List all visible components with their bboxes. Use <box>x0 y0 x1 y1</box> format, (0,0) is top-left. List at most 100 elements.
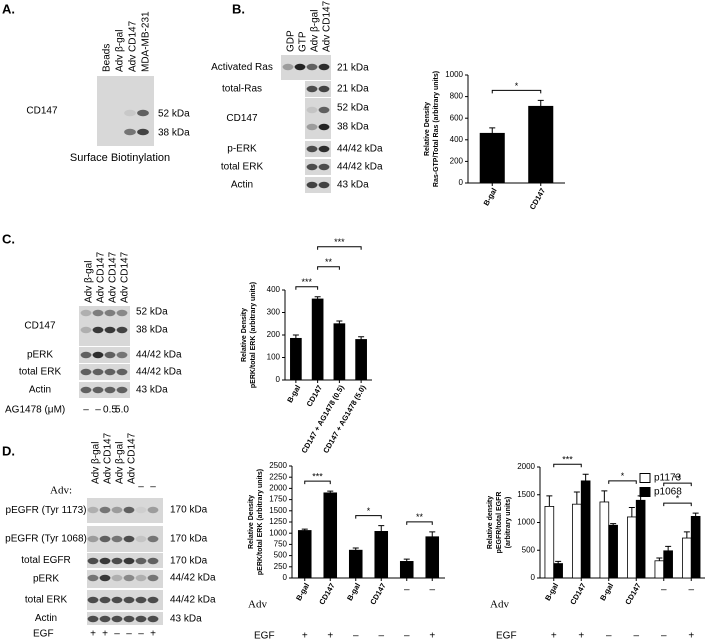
error-bar <box>683 531 690 539</box>
bar <box>355 339 367 381</box>
band <box>318 63 330 71</box>
error-bar <box>352 547 359 551</box>
significance-bracket <box>663 482 692 487</box>
bar <box>425 536 440 579</box>
bar <box>654 560 665 579</box>
error-bar <box>656 557 663 561</box>
legend-swatch <box>639 473 651 483</box>
row-label: total EGFR <box>21 555 70 566</box>
lane-label: Adv CD147 <box>96 251 107 303</box>
y-tick-label: 400 <box>450 135 464 144</box>
lane-label: Beads <box>102 44 113 72</box>
treatment-value: 5.0 <box>115 405 129 416</box>
x-tick-label: B-gal <box>294 581 311 602</box>
band <box>87 535 99 543</box>
band <box>99 574 111 582</box>
band <box>87 596 99 604</box>
y-axis-label: pERK/total ERK (arbitrary units) <box>257 469 264 575</box>
y-tick-label: 400 <box>267 285 281 294</box>
error-bar <box>489 127 496 134</box>
band <box>147 535 159 543</box>
lane-label: Adv CD147 <box>322 0 333 52</box>
y-tick-label: 600 <box>450 113 464 122</box>
significance-bracket <box>317 266 340 270</box>
lane-label: GTP <box>298 31 309 52</box>
bar <box>553 563 563 579</box>
band <box>111 596 123 604</box>
size-label: 44/42 kDa <box>170 595 216 606</box>
band <box>147 615 159 623</box>
treatment-value: – <box>661 631 667 642</box>
band <box>306 181 318 189</box>
significance-label: *** <box>301 277 312 287</box>
y-tick-label: 2250 <box>269 472 287 481</box>
treatment-value: – <box>404 631 410 642</box>
significance-bracket <box>295 286 319 290</box>
bar <box>374 531 389 579</box>
size-label: 43 kDa <box>136 385 168 396</box>
error-bar <box>601 490 608 502</box>
band <box>137 109 149 117</box>
error-bar <box>327 490 334 493</box>
row-label: Actin <box>35 613 57 624</box>
significance-label: ** <box>416 512 424 522</box>
treatment-value: + <box>302 631 308 642</box>
y-tick-label: 0 <box>276 375 281 384</box>
x-tick-label: B-gal <box>543 581 560 602</box>
y-tick-label: 2000 <box>269 484 287 493</box>
lane-label: Adv β-gal <box>310 10 321 52</box>
band <box>80 386 92 394</box>
treatment-value: – <box>83 405 89 416</box>
error-bar <box>573 491 580 505</box>
error-bar <box>358 336 365 340</box>
band <box>123 596 135 604</box>
x-tick-label: B-gal <box>285 383 302 404</box>
treatment-value: – <box>95 405 101 416</box>
band <box>306 123 318 131</box>
bar <box>599 501 610 579</box>
treatment-label: EGF <box>33 629 54 640</box>
y-axis-label: Relative density <box>487 496 494 549</box>
lane-label: Adv CD147 <box>120 251 131 303</box>
blot-strip <box>305 141 331 157</box>
lane-label: – <box>150 482 156 493</box>
error-bar <box>292 334 299 339</box>
treatment-value: + <box>429 631 435 642</box>
band <box>111 506 123 514</box>
x-tick-label: B-gal <box>345 581 362 602</box>
size-label: 52 kDa <box>136 307 168 318</box>
error-bar <box>336 320 343 324</box>
band <box>135 574 147 582</box>
row-label: CD147 <box>226 113 258 124</box>
significance-label: ** <box>325 257 333 267</box>
y-tick-label: 1000 <box>517 518 535 527</box>
band <box>135 596 147 604</box>
treatment-value: + <box>102 629 108 640</box>
band <box>147 596 159 604</box>
y-tick-label: 200 <box>267 330 281 339</box>
error-bar <box>546 495 553 507</box>
blot-strip <box>305 81 331 97</box>
bar <box>580 480 591 579</box>
blot-strip <box>305 177 331 193</box>
y-axis-label: Ras-GTP/Total Ras (arbitrary units) <box>433 71 440 187</box>
bar <box>635 499 646 579</box>
band <box>99 535 111 543</box>
bar <box>348 549 363 579</box>
x-tick-label: CD147 + AG1478 (5.0) <box>321 383 368 455</box>
bar <box>572 503 582 579</box>
treatment-value: 0.5 <box>103 405 117 416</box>
size-label: 44/42 kDa <box>170 573 216 584</box>
bar <box>323 492 338 579</box>
size-label: 52 kDa <box>337 103 369 114</box>
band <box>92 326 104 334</box>
band <box>99 557 111 565</box>
significance-bracket <box>663 502 692 507</box>
significance-bracket <box>553 463 582 468</box>
band <box>80 351 92 359</box>
significance-label: * <box>515 81 519 91</box>
size-label: 38 kDa <box>158 128 190 139</box>
panel-label: D. <box>2 443 15 458</box>
y-tick-label: 1000 <box>445 70 463 79</box>
